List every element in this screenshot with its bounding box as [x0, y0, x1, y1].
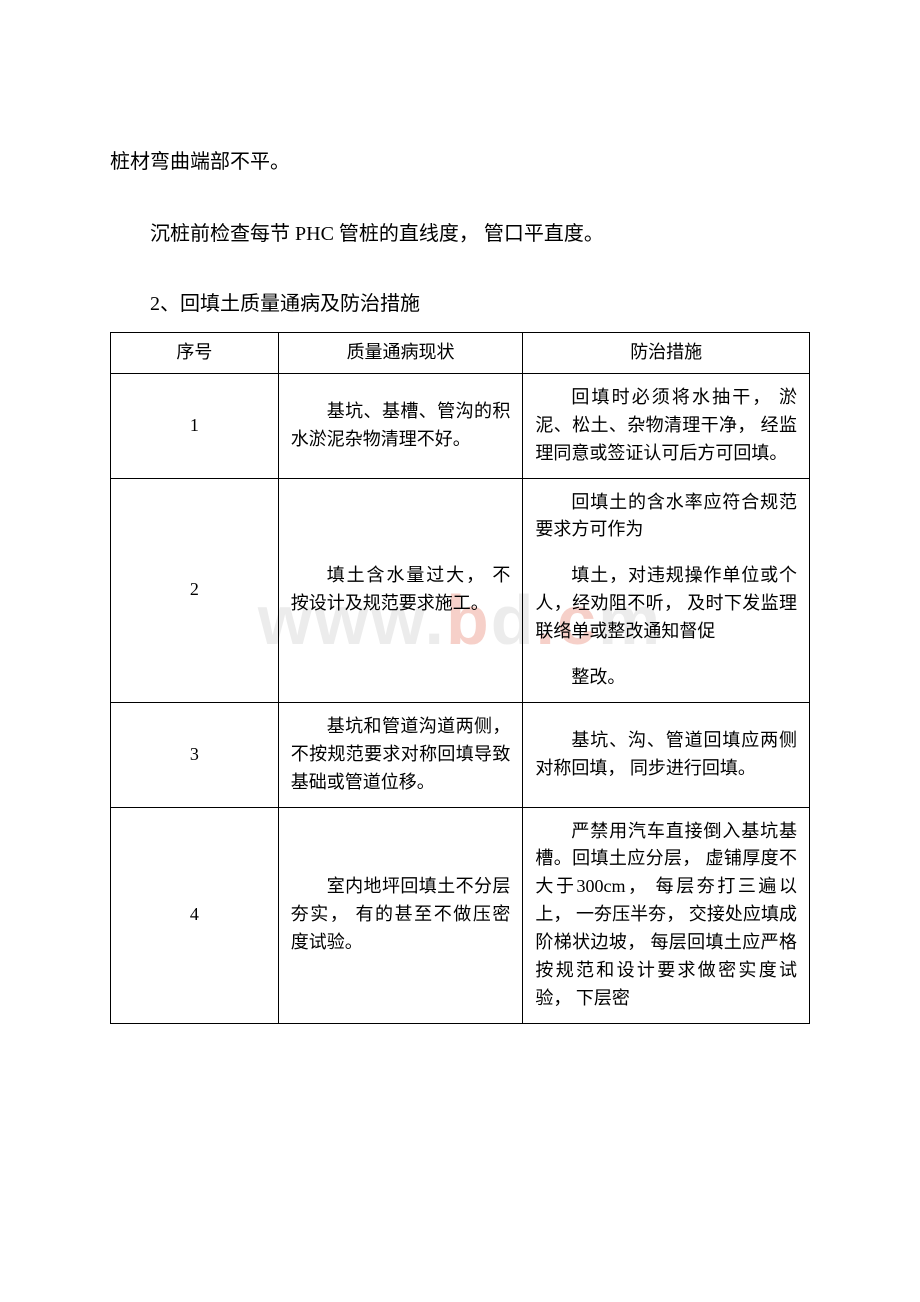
table-row: 4 室内地坪回填土不分层夯实， 有的甚至不做压密度试验。 严禁用汽车直接倒入基坑… — [111, 807, 810, 1023]
table-row: 2 填土含水量过大， 不按设计及规范要求施工。 回填土的含水率应符合规范要求方可… — [111, 478, 810, 702]
cell-num: 4 — [111, 807, 279, 1023]
cell-defect: 填土含水量过大， 不按设计及规范要求施工。 — [278, 478, 523, 702]
cell-num: 3 — [111, 702, 279, 807]
page-content: 桩材弯曲端部不平。 沉桩前检查每节 PHC 管桩的直线度， 管口平直度。 2、回… — [0, 0, 920, 1084]
paragraph-1: 桩材弯曲端部不平。 — [110, 140, 810, 184]
cell-measure: 基坑、沟、管道回填应两侧对称回填， 同步进行回填。 — [523, 702, 810, 807]
table-header-row: 序号 质量通病现状 防治措施 — [111, 333, 810, 374]
cell-num: 2 — [111, 478, 279, 702]
cell-num: 1 — [111, 373, 279, 478]
cell-defect: 室内地坪回填土不分层夯实， 有的甚至不做压密度试验。 — [278, 807, 523, 1023]
section-title: 2、回填土质量通病及防治措施 — [110, 284, 810, 324]
defect-table: 序号 质量通病现状 防治措施 1 基坑、基槽、管沟的积水淤泥杂物清理不好。 回填… — [110, 332, 810, 1024]
cell-defect: 基坑和管道沟道两侧， 不按规范要求对称回填导致基础或管道位移。 — [278, 702, 523, 807]
header-measure: 防治措施 — [523, 333, 810, 374]
header-defect: 质量通病现状 — [278, 333, 523, 374]
table-row: 3 基坑和管道沟道两侧， 不按规范要求对称回填导致基础或管道位移。 基坑、沟、管… — [111, 702, 810, 807]
cell-measure: 严禁用汽车直接倒入基坑基槽。回填土应分层， 虚铺厚度不大于300cm， 每层夯打… — [523, 807, 810, 1023]
header-seq: 序号 — [111, 333, 279, 374]
paragraph-2: 沉桩前检查每节 PHC 管桩的直线度， 管口平直度。 — [110, 212, 810, 256]
table-row: 1 基坑、基槽、管沟的积水淤泥杂物清理不好。 回填时必须将水抽干， 淤泥、松土、… — [111, 373, 810, 478]
cell-defect: 基坑、基槽、管沟的积水淤泥杂物清理不好。 — [278, 373, 523, 478]
cell-measure: 回填土的含水率应符合规范要求方可作为 填土，对违规操作单位或个人，经劝阻不听， … — [523, 478, 810, 702]
cell-measure: 回填时必须将水抽干， 淤泥、松土、杂物清理干净， 经监理同意或签证认可后方可回填… — [523, 373, 810, 478]
